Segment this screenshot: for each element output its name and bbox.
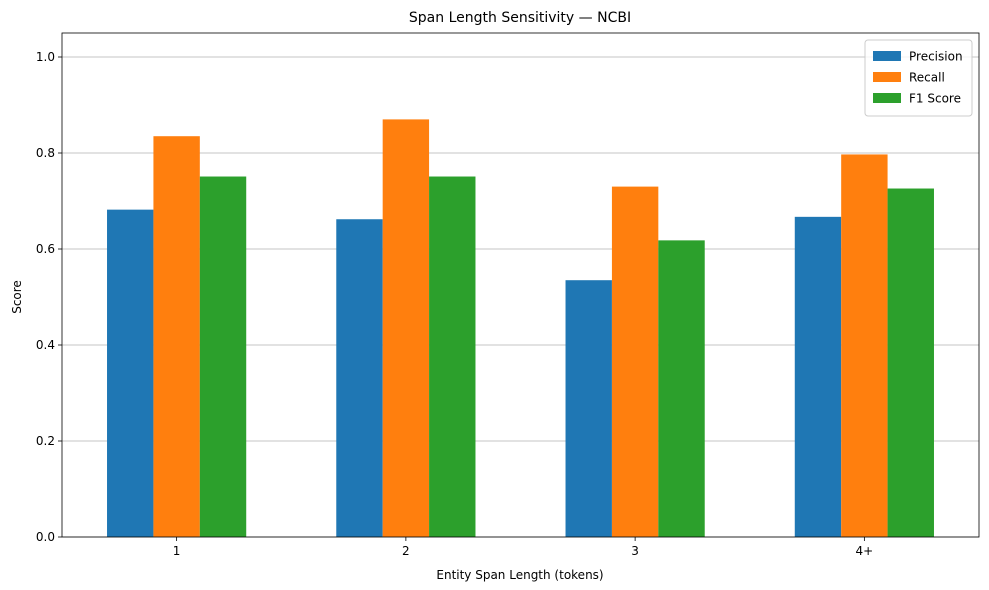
- legend-label: Recall: [909, 71, 945, 85]
- y-tick-labels: 0.0 0.2 0.4 0.6 0.8 1.0: [36, 50, 55, 544]
- bar-recall-3: [611, 186, 659, 537]
- x-tick-label: 2: [402, 544, 410, 558]
- bar-f1-score-3: [658, 240, 705, 538]
- x-tick-label: 4+: [856, 544, 874, 558]
- y-tick-label: 0.6: [36, 242, 55, 256]
- y-tick-label: 0.2: [36, 434, 55, 448]
- legend: Precision Recall F1 Score: [864, 39, 973, 117]
- y-tick-label: 0.8: [36, 146, 55, 160]
- x-tick-label: 1: [173, 544, 181, 558]
- x-axis-label: Entity Span Length (tokens): [436, 568, 603, 582]
- bar-recall-4plus: [841, 154, 888, 537]
- bars: [107, 119, 934, 538]
- x-tick-labels: 1 2 3 4+: [173, 544, 873, 558]
- legend-swatch: [873, 51, 901, 61]
- legend-label: Precision: [909, 50, 963, 64]
- legend-swatch: [873, 93, 901, 103]
- bar-f1-score-2: [429, 176, 476, 537]
- bar-precision-3: [565, 280, 612, 537]
- bar-recall-2: [382, 119, 430, 538]
- bar-f1-score-1: [199, 176, 247, 537]
- y-tick-label: 0.0: [36, 530, 55, 544]
- legend-label: F1 Score: [909, 92, 961, 106]
- chart-title: Span Length Sensitivity — NCBI: [409, 10, 631, 26]
- bar-precision-1: [107, 209, 154, 537]
- axes: [58, 32, 980, 541]
- y-axis-label: Score: [10, 280, 24, 314]
- bar-precision-2: [336, 219, 383, 538]
- legend-swatch: [873, 72, 901, 82]
- y-tick-label: 0.4: [36, 338, 55, 352]
- plot-frame: [61, 32, 980, 538]
- bar-recall-1: [153, 136, 200, 537]
- y-tick-label: 1.0: [36, 50, 55, 64]
- bar-f1-score-4plus: [887, 188, 934, 537]
- bar-precision-4plus: [794, 216, 842, 537]
- x-tick-label: 3: [631, 544, 639, 558]
